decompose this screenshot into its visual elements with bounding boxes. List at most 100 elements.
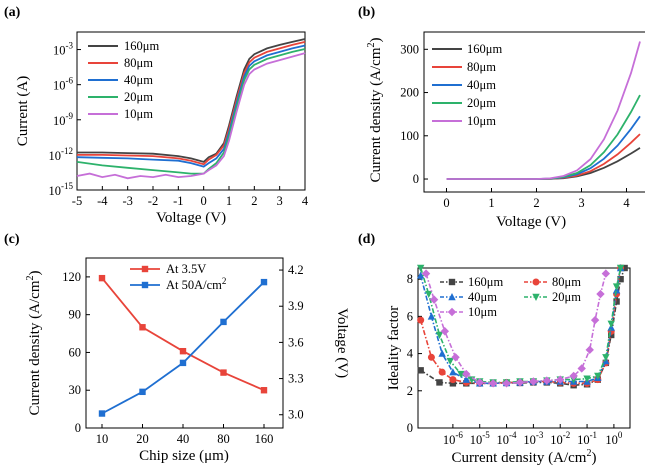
panel-c-ytick-right-label: 3.6 [288, 335, 304, 349]
panel-b-ylabel-end: ) [368, 38, 384, 43]
panel-c-legend-entry: At 50A/cm2 [166, 276, 226, 292]
panel-b-legend-entry: 160μm [467, 42, 502, 56]
panel-b-ytick-label: 300 [400, 42, 419, 56]
panel-d-data-point [427, 353, 435, 361]
panel-c-xtick-label: 160 [255, 432, 274, 446]
panel-c-ylabel-main: Current density (A/cm [27, 280, 43, 415]
panel-a-ticks: -5 -4 -3 -2 -1 0 1 2 3 4 10-3 10-6 10-9 10-12 10-15 [49, 41, 309, 208]
panel-a-ytick-label: 10-9 [53, 111, 73, 128]
panel-c-ytick-left-label: 90 [69, 308, 82, 322]
panel-a-xtick-label: -3 [122, 194, 132, 208]
panel-c-data-point [260, 278, 268, 286]
panel-d-data-point [515, 378, 525, 387]
panel-a-series-line [77, 41, 306, 166]
panel-a-xtick-label: 3 [277, 194, 283, 208]
panel-c-ytick-left-label: 120 [62, 270, 81, 284]
panel-d-data-point [594, 372, 602, 380]
panel-b-xtick-label: 3 [578, 196, 584, 210]
panel-d-ytick-label: 8 [407, 272, 413, 286]
panel-a-ylabel: Current (A) [15, 76, 31, 146]
panel-a-ytick-label: 10-12 [49, 146, 74, 163]
panel-b: (b) 0 1 2 3 4 0 100 200 300 160μm 80μm 40μm 20μm 10μ… [358, 5, 645, 230]
panel-d-data-point [613, 298, 620, 305]
panel-d-data-point [529, 377, 538, 386]
panel-d-legend-entry: 80μm [552, 275, 581, 289]
panel-c-legend-entry: At 3.5V [166, 262, 206, 276]
panel-d-xlabel-end: ) [591, 450, 596, 466]
panel-c-ylabel-right: Voltage (V) [334, 308, 350, 378]
panel-d-data-point [436, 379, 443, 386]
panel-a-legend: 160μm 80μm 40μm 20μm 10μm [88, 39, 159, 121]
panel-a: (a) -5 -4 -3 -2 -1 0 1 2 3 4 10-3 10-6 10-9 10-12 10-1… [4, 5, 309, 226]
panel-c-data-point [98, 410, 106, 417]
panel-b-legend-entry: 10μm [467, 114, 496, 128]
panel-b-xtick-label: 1 [488, 196, 494, 210]
panel-b-series [446, 41, 641, 180]
panel-d-data-point [449, 380, 457, 387]
panel-c-xtick-label: 20 [136, 432, 149, 446]
panel-d-data-point [435, 331, 444, 339]
panel-d-data-point [601, 269, 611, 278]
panel-a-series [76, 38, 306, 180]
panel-b-xtick-label: 0 [443, 196, 449, 210]
panel-b-xtick-label: 2 [533, 196, 539, 210]
panel-d-xtick-label: 10-5 [470, 430, 490, 447]
panel-d-plot-frame [417, 267, 631, 429]
panel-d-data-point [569, 371, 578, 381]
panel-d-legend-entry: 10μm [468, 305, 497, 319]
panel-d-series-line [419, 267, 622, 385]
panel-d-xlabel: Current density (A/cm2) [452, 448, 597, 466]
panel-d-xtick-label: 10-6 [443, 430, 463, 447]
panel-d-data-point [440, 327, 450, 336]
panel-d-legend-marker [447, 307, 457, 317]
panel-d-data-point [475, 378, 484, 387]
panel-b-ytick-label: 100 [400, 129, 419, 143]
panel-d-data-point [427, 312, 436, 320]
panel-d-data-point [438, 368, 446, 376]
panel-c-data-point [220, 369, 227, 376]
panel-d-xlabel-sup: 2 [586, 448, 591, 459]
panel-d-xtick-label: 10-2 [550, 430, 570, 447]
panel-c-series-line [101, 281, 265, 415]
panel-b-ylabel-main: Current density (A/cm [368, 47, 384, 182]
panel-b-ticks: 0 1 2 3 4 0 100 200 300 [400, 42, 630, 210]
panel-b-label: (b) [358, 5, 375, 20]
panel-d-legend-entry: 40μm [468, 290, 497, 304]
panel-b-ytick-label: 0 [413, 172, 419, 186]
panel-d-ylabel: Ideality factor [386, 306, 402, 391]
panel-d-label: (d) [358, 232, 375, 247]
panel-b-xlabel: Voltage (V) [496, 214, 566, 230]
panel-c-data-point [139, 388, 146, 396]
panel-c-data-point [179, 347, 187, 355]
panel-c-ytick-left-label: 0 [75, 421, 81, 435]
panel-a-xtick-label: -1 [173, 194, 183, 208]
panel-a-xtick-label: 1 [226, 194, 232, 208]
panel-c-ytick-right-label: 4.2 [288, 263, 304, 277]
panel-d-data-point [577, 364, 586, 373]
panel-d-legend-entry: 160μm [468, 275, 503, 289]
panel-d-legend-marker [532, 293, 540, 301]
panel-c-series-line [101, 277, 265, 392]
panel-d-xtick-label: 10-4 [497, 430, 517, 447]
panel-d-ytick-label: 4 [407, 347, 414, 361]
panel-d-legend-marker [448, 278, 456, 286]
panel-b-legend-entry: 80μm [467, 60, 496, 74]
panel-d-ytick-label: 2 [407, 384, 413, 398]
panel-a-series-line [76, 48, 306, 175]
panel-d-data-point [449, 376, 457, 384]
panel-d-data-point [612, 283, 621, 291]
panel-a-xtick-label: 4 [302, 194, 309, 208]
panel-b-plot-frame [423, 31, 645, 193]
panel-d-data-point [585, 345, 594, 355]
panel-d-data-point [488, 379, 498, 388]
panel-d-data-point [451, 353, 460, 362]
panel-b-xtick-label: 4 [623, 196, 630, 210]
panel-c-ytick-right-label: 3.9 [288, 299, 304, 313]
panel-d-series-line [419, 267, 622, 385]
panel-c-ticks: 10 20 40 80 160 0 30 60 90 120 3.0 3.3 3.6 3.9 4.2 [62, 263, 303, 446]
panel-a-xtick-label: 2 [251, 194, 257, 208]
panel-d-xtick-label: 10-1 [577, 430, 597, 447]
panel-b-series-line [446, 133, 641, 180]
